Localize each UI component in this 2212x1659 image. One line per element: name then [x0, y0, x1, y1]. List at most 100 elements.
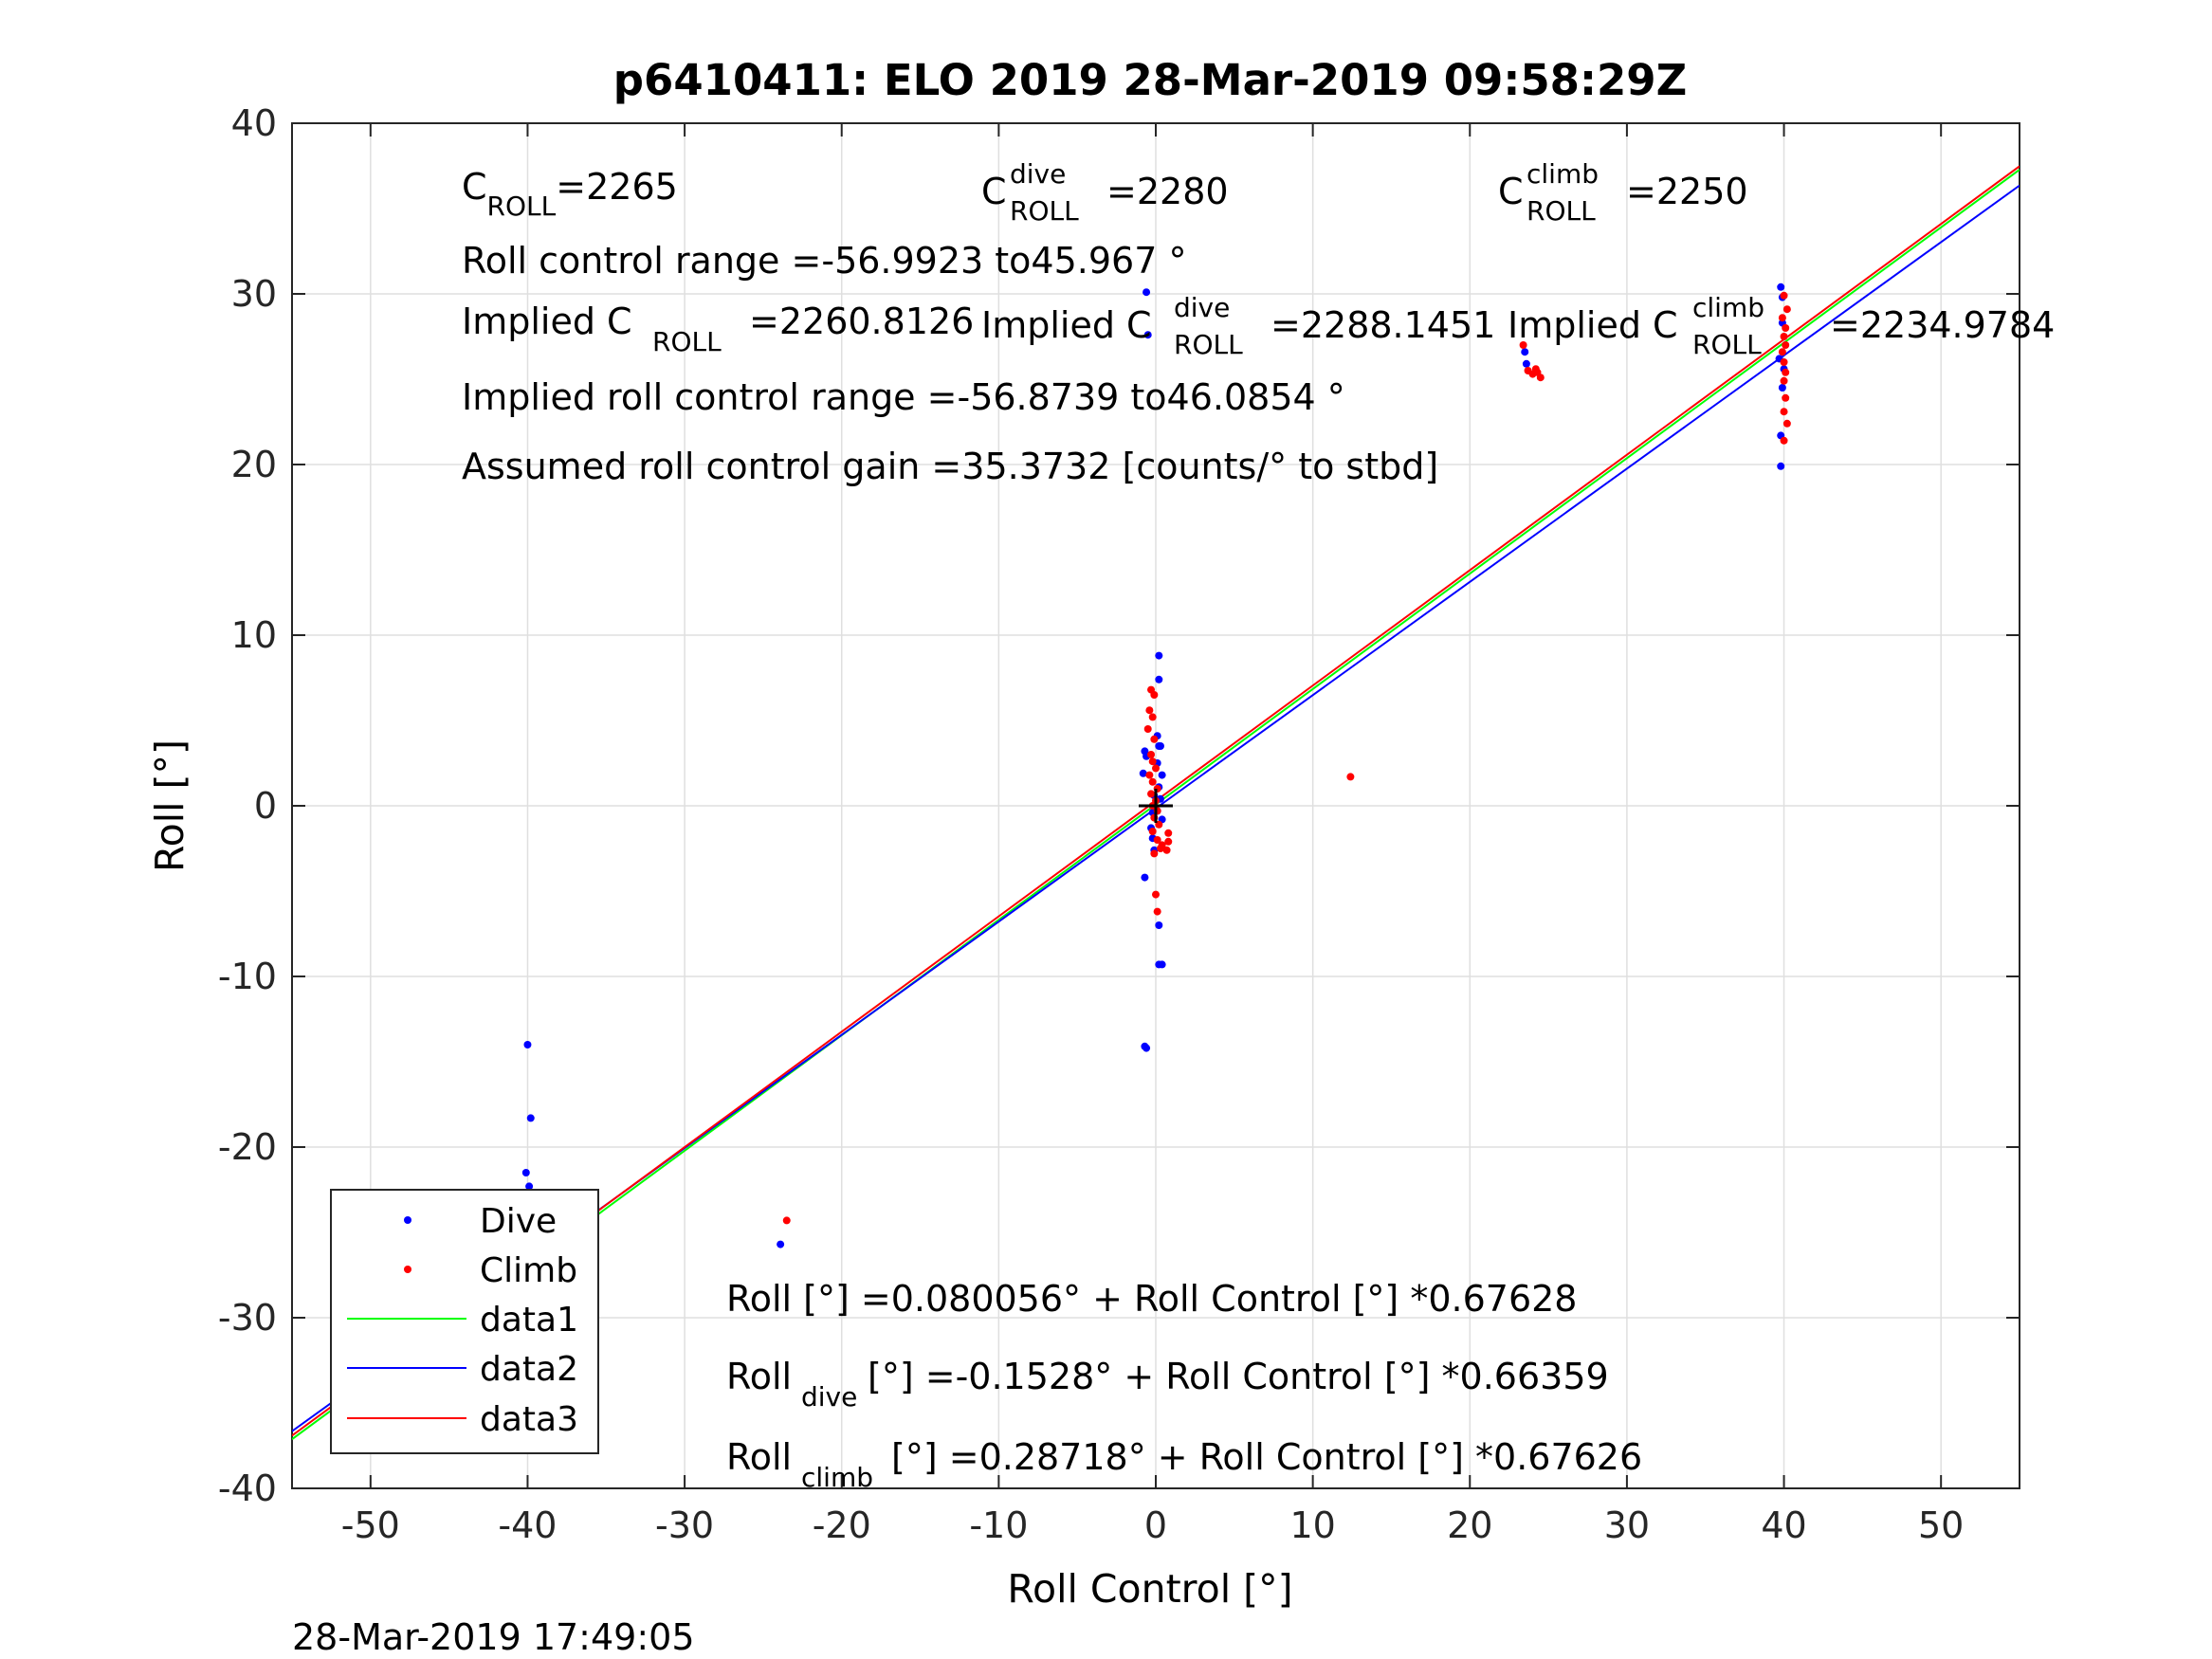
- legend-dive-label: Dive: [480, 1202, 557, 1241]
- point-climb: [1150, 849, 1159, 858]
- point-climb: [1148, 713, 1157, 721]
- svg-text:ROLL: ROLL: [1526, 195, 1596, 227]
- x-tick-label: 50: [1918, 1504, 1964, 1546]
- origin-crosshair: [1139, 789, 1173, 823]
- svg-text:Roll: Roll: [726, 1356, 792, 1397]
- legend-data3-label: data3: [480, 1400, 578, 1439]
- annotation-implied-c-roll-dive: Implied C dive ROLL =2288.1451: [981, 292, 1495, 360]
- y-tick-label: -10: [218, 956, 277, 997]
- x-tick-label: 30: [1604, 1504, 1650, 1546]
- point-climb: [1780, 358, 1788, 366]
- svg-text:=2280: =2280: [1106, 171, 1229, 212]
- svg-text:dive: dive: [801, 1381, 857, 1413]
- point-climb: [1153, 836, 1161, 844]
- x-tick-label: 0: [1144, 1504, 1167, 1546]
- point-climb: [1152, 764, 1160, 773]
- point-climb: [1148, 757, 1157, 766]
- point-climb: [1782, 305, 1791, 314]
- point-dive: [525, 1182, 534, 1191]
- point-climb: [1145, 771, 1154, 779]
- x-tick-label: 10: [1289, 1504, 1335, 1546]
- svg-text:climb: climb: [1526, 158, 1599, 190]
- point-climb: [1536, 374, 1545, 382]
- y-tick-label: 30: [231, 273, 277, 315]
- annotation-c-roll: CROLL=2265: [462, 166, 678, 222]
- point-dive: [1777, 283, 1785, 291]
- y-axis-label: Roll [°]: [147, 739, 192, 872]
- point-climb: [1145, 706, 1154, 715]
- svg-text:climb: climb: [801, 1462, 873, 1493]
- svg-text:dive: dive: [1174, 292, 1230, 323]
- point-dive: [526, 1114, 535, 1122]
- y-tick-label: -40: [218, 1468, 277, 1509]
- point-climb: [1782, 419, 1791, 428]
- point-climb: [1782, 341, 1790, 349]
- svg-text:Implied C: Implied C: [1508, 304, 1678, 346]
- tick-labels: -50 -40 -30 -20 -10 0 10 20 30 40 50 -40 -30 -20 -10 0 1…: [218, 102, 1964, 1546]
- svg-text:ROLL: ROLL: [1692, 329, 1762, 360]
- point-climb: [1164, 829, 1173, 837]
- annotation-assumed-gain: Assumed roll control gain =35.3732 [coun…: [462, 446, 1438, 487]
- annotation-fit-all: Roll [°] =0.080056° + Roll Control [°] *…: [726, 1278, 1577, 1320]
- legend-dive-marker: [404, 1216, 411, 1224]
- point-dive: [1155, 651, 1163, 660]
- point-dive: [1158, 960, 1166, 969]
- y-tick-label: -30: [218, 1297, 277, 1339]
- point-climb: [1782, 368, 1790, 376]
- point-climb: [1148, 828, 1157, 835]
- legend: Dive Climb data1 data2 data3: [330, 1189, 599, 1454]
- point-climb: [1778, 348, 1786, 356]
- point-climb: [1778, 314, 1786, 322]
- point-dive: [523, 1041, 532, 1048]
- timestamp: 28-Mar-2019 17:49:05: [292, 1616, 695, 1658]
- y-tick-label: 40: [231, 102, 277, 144]
- point-dive: [1522, 359, 1530, 368]
- svg-text:ROLL: ROLL: [652, 326, 722, 357]
- point-climb: [1780, 291, 1788, 300]
- point-dive: [1139, 769, 1147, 777]
- point-climb: [1780, 333, 1788, 340]
- legend-box: [330, 1189, 599, 1454]
- legend-data1-label: data1: [480, 1301, 578, 1340]
- legend-climb-label: Climb: [480, 1251, 577, 1290]
- svg-text:Roll: Roll: [726, 1436, 792, 1478]
- x-tick-label: 40: [1761, 1504, 1806, 1546]
- svg-text:ROLL: ROLL: [1010, 195, 1079, 227]
- x-tick-label: -50: [341, 1504, 400, 1546]
- annotation-fit-climb: Roll climb [°] =0.28718° + Roll Control …: [726, 1436, 1642, 1493]
- point-climb: [1147, 751, 1156, 758]
- legend-climb-marker: [404, 1266, 411, 1273]
- svg-text:=2260.8126: =2260.8126: [749, 301, 974, 342]
- chart-title: p6410411: ELO 2019 28-Mar-2019 09:58:29Z: [613, 55, 1687, 105]
- svg-text:=2288.1451: =2288.1451: [1271, 304, 1495, 346]
- svg-text:CROLL=2265: CROLL=2265: [462, 166, 678, 222]
- svg-text:=2250: =2250: [1626, 171, 1748, 212]
- point-climb: [1152, 890, 1160, 899]
- point-dive: [777, 1240, 785, 1249]
- point-dive: [1143, 331, 1152, 339]
- annotation-c-roll-dive: C dive ROLL =2280: [981, 158, 1229, 227]
- point-climb: [1147, 790, 1156, 798]
- point-dive: [1143, 1044, 1151, 1052]
- annotation-implied-roll-range: Implied roll control range =-56.8739 to4…: [462, 376, 1345, 418]
- point-climb: [1782, 324, 1790, 332]
- point-dive: [1143, 288, 1151, 297]
- x-tick-label: -40: [498, 1504, 557, 1546]
- point-climb: [1164, 837, 1173, 846]
- point-climb: [1780, 376, 1788, 385]
- svg-text:C: C: [981, 171, 1007, 212]
- point-dive: [1521, 348, 1529, 356]
- tick-marks: [292, 122, 2020, 1489]
- x-axis-label: Roll Control [°]: [1007, 1566, 1292, 1612]
- point-climb: [1148, 777, 1157, 786]
- svg-text:ROLL: ROLL: [1174, 329, 1243, 360]
- y-tick-label: 10: [231, 614, 277, 656]
- svg-text:=2234.9784: =2234.9784: [1830, 304, 2055, 346]
- y-tick-label: 0: [254, 785, 277, 827]
- svg-text:[°] =0.28718° + Roll Control [: [°] =0.28718° + Roll Control [°] *0.6762…: [891, 1436, 1642, 1478]
- svg-text:climb: climb: [1692, 292, 1764, 323]
- point-climb: [1162, 846, 1171, 854]
- y-tick-label: -20: [218, 1126, 277, 1168]
- svg-text:C: C: [1498, 171, 1524, 212]
